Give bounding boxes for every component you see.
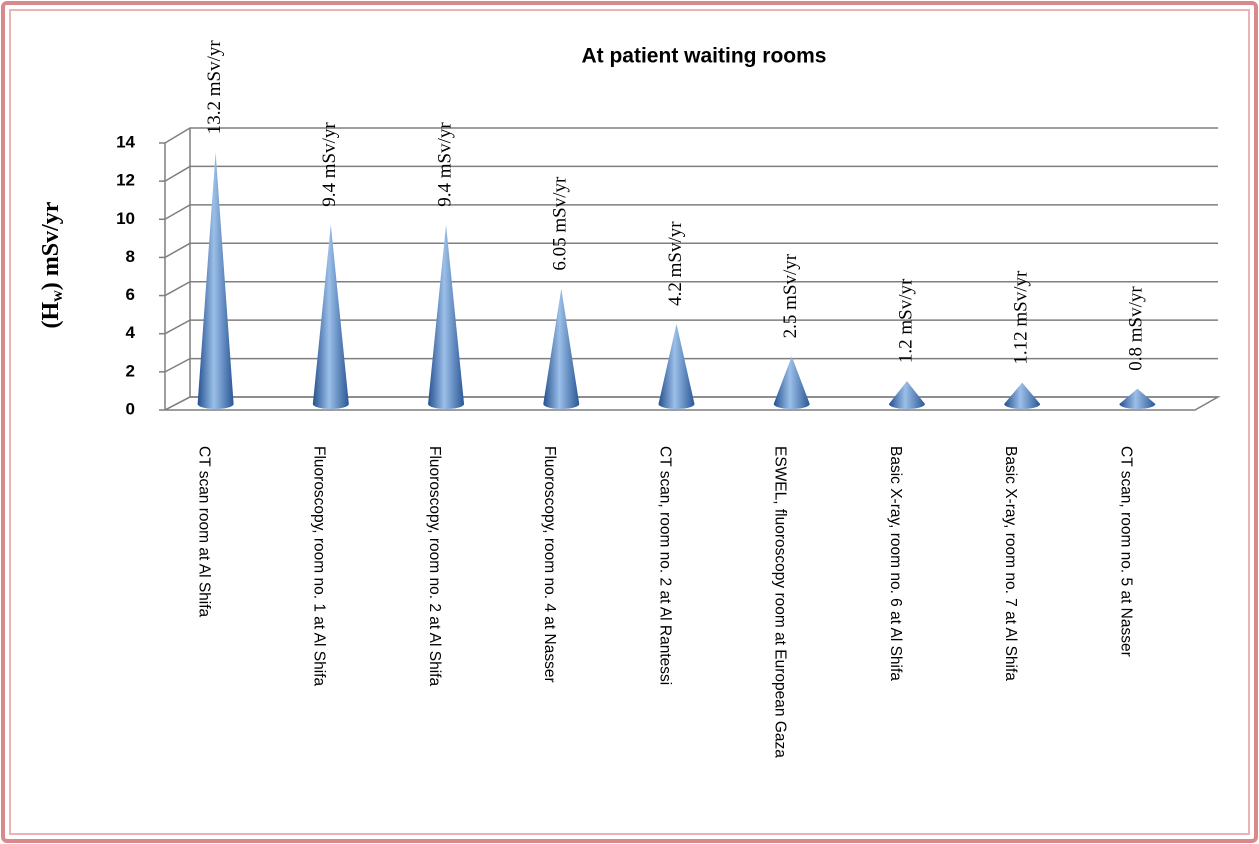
x-tick-label: ESWEL, fluoroscopy room at European Gaza [772, 446, 789, 758]
grid-line [164, 319, 1218, 335]
frame-inner [9, 9, 1250, 835]
y-tick-label: 6 [126, 285, 135, 304]
x-tick-label: CT scan, room no. 2 at Al Rantessi [656, 446, 673, 685]
x-tick-label: Basic X-ray, room no. 6 at Al Shifa [887, 446, 904, 681]
y-label-part: (H [38, 301, 64, 328]
value-label: 9.4 mSv/yr [319, 122, 340, 207]
cone [888, 381, 925, 409]
grid-line [164, 280, 1218, 297]
y-tick-label: 12 [116, 171, 135, 190]
grid-line [164, 396, 1218, 411]
cone [428, 224, 465, 409]
y-tick-label: 10 [116, 209, 135, 228]
grid-line [164, 127, 1218, 144]
x-tick-label: CT scan room at Al Shifa [196, 446, 213, 618]
grid-line [164, 357, 1218, 373]
value-label: 1.2 mSv/yr [895, 278, 916, 363]
value-label: 13.2 mSv/yr [204, 40, 225, 135]
x-tick-label: Basic X-ray, room no. 7 at Al Shifa [1002, 446, 1019, 681]
value-label: 4.2 mSv/yr [665, 221, 686, 306]
value-label: 9.4 mSv/yr [434, 122, 455, 207]
x-tick-label: Fluoroscopy, room no. 2 at Al Shifa [426, 446, 443, 686]
y-tick-label: 8 [126, 247, 135, 266]
y-tick-label: 0 [126, 399, 135, 418]
value-label: 2.5 mSv/yr [780, 253, 801, 338]
chart-title: At patient waiting rooms [581, 45, 826, 68]
x-tick-label: CT scan, room no. 5 at Nasser [1117, 446, 1134, 657]
value-label: 6.05 mSv/yr [550, 176, 571, 271]
x-tick-label: Fluoroscopy, room no. 1 at Al Shifa [311, 446, 328, 686]
cone [1004, 382, 1041, 409]
cone [197, 152, 234, 409]
grid-line [164, 165, 1218, 182]
cone [1119, 388, 1156, 409]
x-tick-label: Fluoroscopy, room no. 4 at Nasser [541, 446, 558, 683]
cone [543, 288, 580, 409]
cone [658, 323, 695, 409]
grid-line [164, 204, 1218, 220]
grid-line [164, 242, 1218, 259]
y-tick-label: 14 [116, 132, 135, 151]
y-tick-label: 2 [126, 361, 135, 380]
value-label: 1.12 mSv/yr [1011, 270, 1032, 365]
y-axis-label: (Hw) mSv/yr [38, 201, 66, 328]
y-label-part: ) mSv/yr [38, 201, 64, 290]
cone [312, 224, 349, 409]
y-label-part: w [49, 290, 66, 302]
value-label: 0.8 mSv/yr [1126, 286, 1147, 371]
y-tick-label: 4 [126, 323, 136, 342]
cone [773, 356, 810, 409]
